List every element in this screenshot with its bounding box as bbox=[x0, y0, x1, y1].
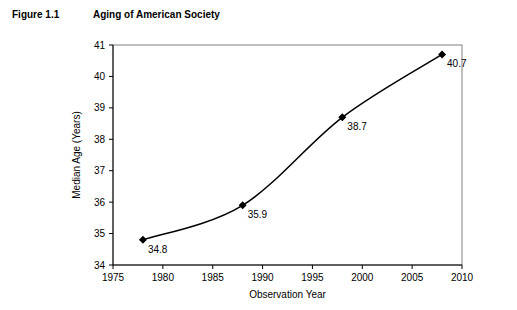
x-tick bbox=[162, 265, 163, 269]
data-label: 38.7 bbox=[347, 121, 367, 132]
marker bbox=[139, 236, 147, 244]
y-tick-label: 34 bbox=[94, 260, 106, 271]
x-tick-label: 2005 bbox=[401, 272, 424, 283]
x-tick bbox=[113, 265, 114, 269]
chart: Figure 1.1 Aging of American Society 1975 1… bbox=[0, 0, 517, 310]
x-tick-label: 2000 bbox=[351, 272, 374, 283]
x-tick-label: 1995 bbox=[301, 272, 324, 283]
y-axis-label: Median Age (Years) bbox=[71, 111, 82, 198]
x-axis bbox=[113, 265, 462, 266]
y-tick-label: 41 bbox=[94, 40, 106, 51]
figure-label: Figure 1.1 bbox=[12, 9, 60, 20]
x-tick-label: 1975 bbox=[102, 272, 125, 283]
x-tick-label: 1985 bbox=[202, 272, 225, 283]
x-axis-label: Observation Year bbox=[249, 289, 326, 300]
x-tick bbox=[362, 265, 363, 269]
marker bbox=[239, 201, 247, 209]
series-line bbox=[143, 54, 442, 239]
x-tick bbox=[212, 265, 213, 269]
y-tick bbox=[109, 76, 113, 77]
x-tick bbox=[312, 265, 313, 269]
y-tick-label: 35 bbox=[94, 228, 106, 239]
y-tick-label: 40 bbox=[94, 71, 106, 82]
x-tick bbox=[412, 265, 413, 269]
y-tick bbox=[109, 202, 113, 203]
y-tick bbox=[109, 107, 113, 108]
plot-frame bbox=[113, 45, 462, 265]
y-tick bbox=[109, 45, 113, 46]
marker bbox=[338, 113, 346, 121]
y-tick bbox=[109, 170, 113, 171]
y-tick-label: 36 bbox=[94, 197, 106, 208]
x-tick-label: 1980 bbox=[152, 272, 175, 283]
marker bbox=[438, 50, 446, 58]
x-tick bbox=[462, 265, 463, 269]
data-label: 34.8 bbox=[148, 244, 168, 255]
data-label: 35.9 bbox=[248, 209, 268, 220]
y-axis bbox=[113, 45, 114, 265]
y-tick bbox=[109, 139, 113, 140]
y-tick bbox=[109, 265, 113, 266]
y-tick bbox=[109, 233, 113, 234]
data-label: 40.7 bbox=[447, 58, 467, 69]
y-tick-label: 38 bbox=[94, 134, 106, 145]
x-tick-label: 1990 bbox=[251, 272, 274, 283]
x-tick bbox=[262, 265, 263, 269]
y-tick-label: 39 bbox=[94, 102, 106, 113]
plot-area bbox=[139, 50, 446, 243]
y-tick-label: 37 bbox=[94, 165, 106, 176]
title: Aging of American Society bbox=[93, 9, 220, 20]
x-tick-label: 2010 bbox=[451, 272, 474, 283]
